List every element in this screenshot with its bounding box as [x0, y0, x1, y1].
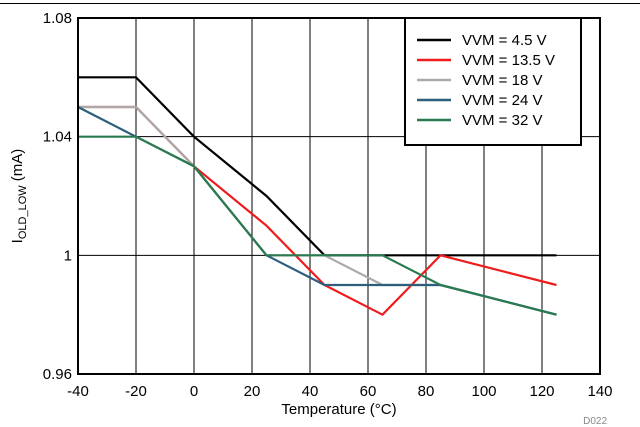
series-line-1 — [78, 76, 557, 257]
series-line-5 — [78, 135, 557, 316]
legend: VVM = 4.5 V VVM = 13.5 V VVM = 18 V VVM = 2… — [404, 17, 582, 146]
x-tick-label: 120 — [529, 383, 554, 400]
y-tick-label: 1.08 — [43, 10, 72, 27]
figure-id: D022 — [583, 416, 607, 427]
plot-frame — [77, 17, 601, 375]
legend-label-1: VVM = 4.5 V — [462, 32, 547, 49]
x-tick-label: 40 — [302, 383, 319, 400]
x-tick-label: 60 — [360, 383, 377, 400]
y-tick-label: 1.04 — [43, 129, 72, 146]
x-axis-label: Temperature (°C) — [281, 401, 396, 418]
x-axis-ticks: -40 -20 0 20 40 60 80 100 120 140 — [67, 383, 612, 400]
x-tick-label: 100 — [471, 383, 496, 400]
x-tick-label: 80 — [418, 383, 435, 400]
x-tick-label: -20 — [125, 383, 147, 400]
x-tick-label: 140 — [587, 383, 612, 400]
y-tick-label: 0.96 — [43, 366, 72, 383]
legend-label-4: VVM = 24 V — [462, 92, 542, 109]
x-tick-label: 20 — [244, 383, 261, 400]
top-rule — [0, 3, 640, 4]
x-tick-label: -40 — [67, 383, 89, 400]
legend-label-5: VVM = 32 V — [462, 112, 542, 129]
legend-box — [404, 17, 582, 146]
y-tick-label: 1 — [64, 247, 72, 264]
y-axis-label: IOLD_LOW (mA) — [9, 149, 29, 244]
y-axis-ticks: 0.96 1 1.04 1.08 — [43, 10, 72, 383]
series-lines — [77, 76, 557, 317]
y-axis-label-unit: (mA) — [9, 149, 26, 186]
legend-label-2: VVM = 13.5 V — [462, 52, 555, 69]
y-axis-label-main: I — [9, 239, 26, 243]
x-tick-label: 0 — [190, 383, 198, 400]
legend-label-3: VVM = 18 V — [462, 72, 542, 89]
y-axis-label-subscript: OLD_LOW — [17, 185, 29, 239]
